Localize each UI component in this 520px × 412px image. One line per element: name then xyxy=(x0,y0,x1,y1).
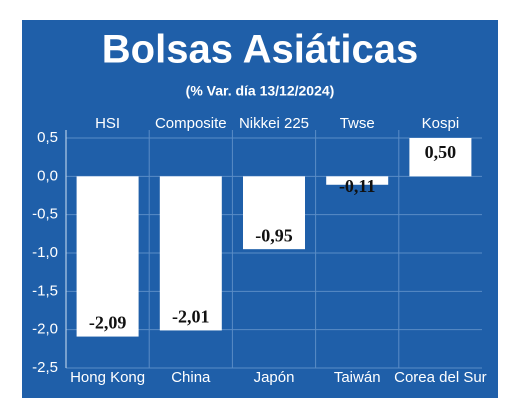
y-tick-label: 0,5 xyxy=(37,129,58,146)
y-tick-label: -0,5 xyxy=(32,206,58,223)
index-label: Nikkei 225 xyxy=(239,115,309,132)
x-tick-label: Hong Kong xyxy=(70,369,145,386)
value-label: -2,09 xyxy=(89,313,127,333)
bar xyxy=(243,176,305,250)
value-label: 0,50 xyxy=(425,142,457,162)
value-label: -2,01 xyxy=(172,307,210,327)
index-label: Composite xyxy=(155,115,227,132)
chart-subtitle: (% Var. día 13/12/2024) xyxy=(186,83,335,99)
bar xyxy=(326,176,389,185)
y-tick-label: -1,5 xyxy=(32,282,58,299)
y-tick-label: 0,0 xyxy=(37,167,58,184)
y-tick-label: -1,0 xyxy=(32,244,58,261)
value-label: -0,95 xyxy=(255,225,293,245)
x-tick-label: Corea del Sur xyxy=(394,369,487,386)
x-tick-label: Japón xyxy=(254,369,295,386)
value-label: -0,11 xyxy=(339,176,376,196)
chart-title: Bolsas Asiáticas xyxy=(102,28,418,72)
y-tick-label: -2,5 xyxy=(32,359,58,376)
y-tick-label: -2,0 xyxy=(32,321,58,338)
bar xyxy=(76,176,139,337)
x-tick-label: Taiwán xyxy=(334,369,381,386)
bar xyxy=(409,138,472,177)
x-tick-label: China xyxy=(171,369,211,386)
index-label: Twse xyxy=(340,115,375,132)
bar xyxy=(159,176,222,331)
index-label: Kospi xyxy=(422,115,460,132)
index-label: HSI xyxy=(95,115,120,132)
